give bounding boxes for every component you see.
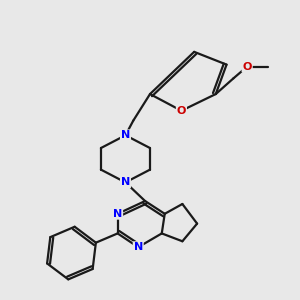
Text: N: N [134,242,143,252]
Text: O: O [177,106,186,116]
Text: O: O [242,61,252,72]
Text: N: N [121,130,130,140]
Text: N: N [121,177,130,188]
Text: N: N [113,209,122,219]
